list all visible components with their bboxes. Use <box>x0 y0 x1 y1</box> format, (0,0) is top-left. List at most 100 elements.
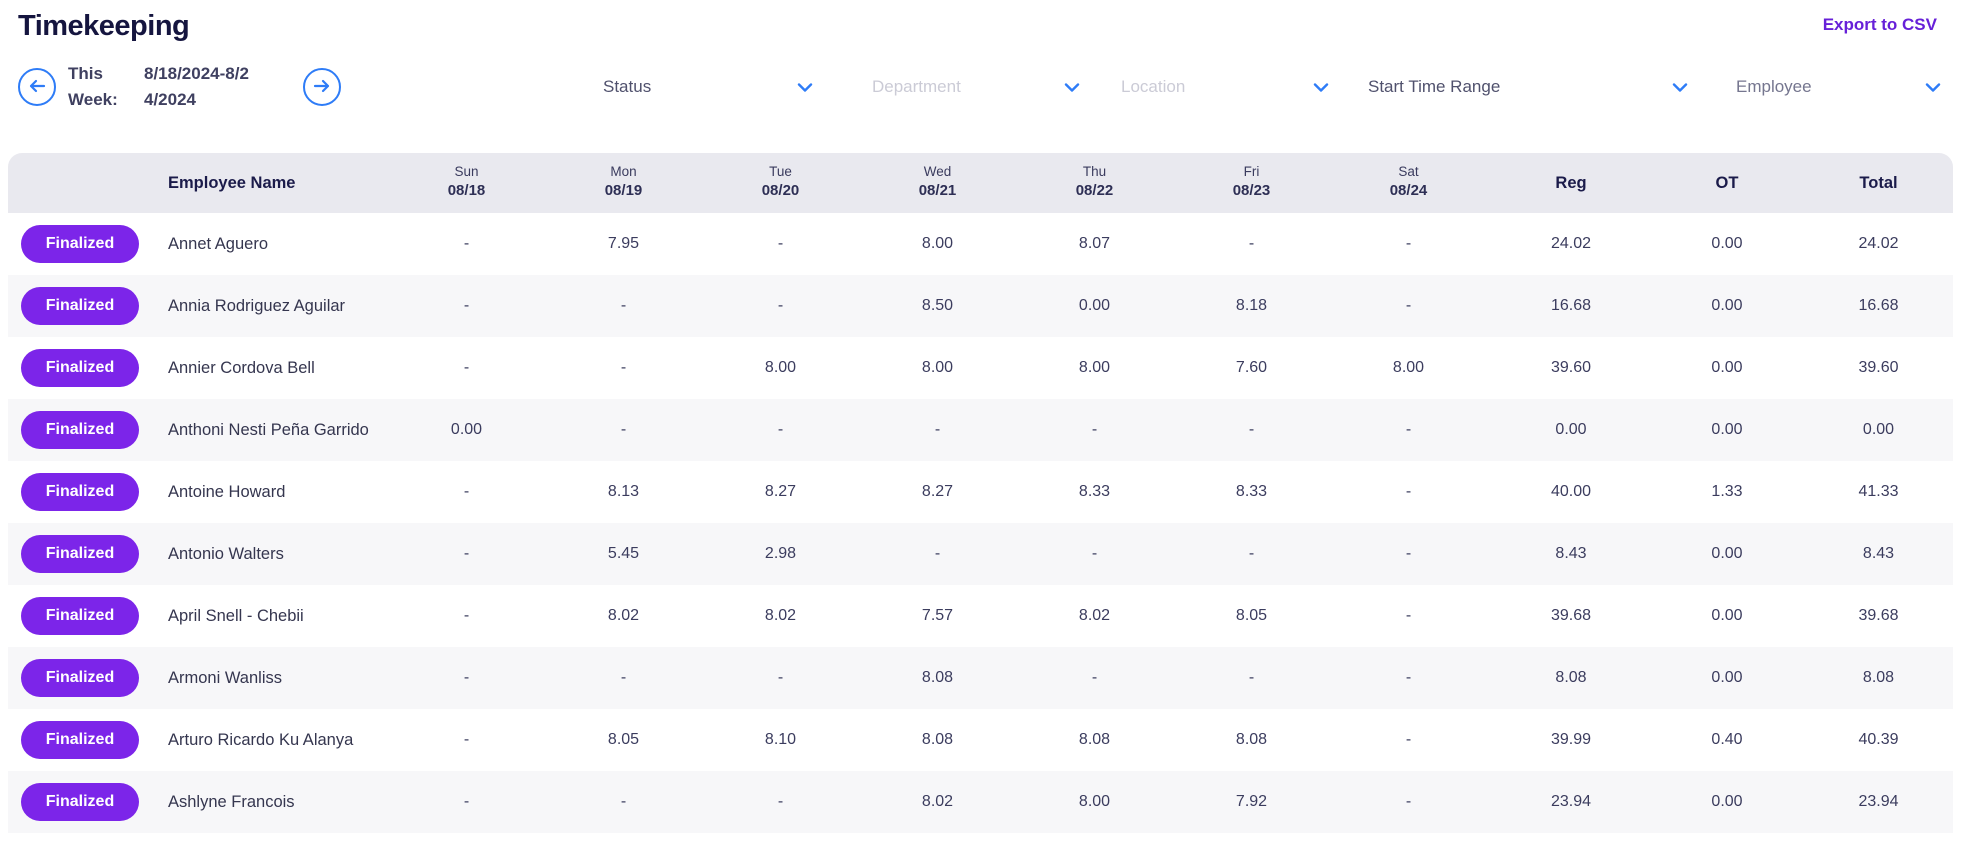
day-value-cell: - <box>1248 669 1255 686</box>
status-badge[interactable]: Finalized <box>21 721 139 759</box>
table-row[interactable]: Finalized Armoni Wanliss - - - 8.08 - - - 8.08 0.0… <box>8 647 1953 709</box>
total-value: 23.94 <box>1858 793 1899 810</box>
table-row[interactable]: Finalized Antonio Walters - 5.45 2.98 - - - - 8.4… <box>8 523 1953 585</box>
total-value: 39.60 <box>1858 359 1899 376</box>
status-cell: Finalized <box>8 349 158 387</box>
ot-value: 1.33 <box>1711 483 1743 500</box>
ot-value: 0.00 <box>1711 607 1743 624</box>
filter-status-dropdown[interactable]: Status <box>603 77 813 97</box>
day-value-cell: 8.02 <box>1078 607 1111 624</box>
day-value-cell: - <box>777 793 784 810</box>
table-row[interactable]: Finalized Annia Rodriguez Aguilar - - - 8.50 0… <box>8 275 1953 337</box>
day-value-cell: - <box>1091 545 1098 562</box>
status-badge[interactable]: Finalized <box>21 287 139 325</box>
table-row[interactable]: Finalized April Snell - Chebii - 8.02 8.02 7.… <box>8 585 1953 647</box>
day-date-label: 08/19 <box>604 182 643 200</box>
day-value-cell: 8.13 <box>607 483 640 500</box>
status-badge[interactable]: Finalized <box>21 783 139 821</box>
employee-name: Antonio Walters <box>168 544 284 563</box>
employee-name: Arturo Ricardo Ku Alanya <box>168 730 354 749</box>
chevron-down-icon <box>1064 77 1080 97</box>
day-value-cell: 8.27 <box>921 483 954 500</box>
day-column-header: Thu 08/22 <box>1016 164 1173 201</box>
day-column-header: Wed 08/21 <box>859 164 1016 201</box>
day-value-cell: 8.50 <box>921 297 954 314</box>
day-value-cell: - <box>620 297 627 314</box>
employee-name: Antoine Howard <box>168 482 286 501</box>
day-column-header: Fri 08/23 <box>1173 164 1330 201</box>
filter-employee-dropdown[interactable]: Employee <box>1736 77 1941 97</box>
arrow-right-icon <box>312 78 332 97</box>
day-date-label: 08/20 <box>761 182 800 200</box>
employee-name: Annet Aguero <box>168 234 268 253</box>
table-row[interactable]: Finalized Ashlyne Francois - - - 8.02 8.00 7.92… <box>8 771 1953 833</box>
day-date-label: 08/24 <box>1389 182 1428 200</box>
reg-value: 40.00 <box>1550 483 1592 500</box>
export-csv-link[interactable]: Export to CSV <box>1822 15 1937 34</box>
ot-value: 0.00 <box>1711 669 1743 686</box>
filter-department-dropdown[interactable]: Department <box>872 77 1080 97</box>
day-column-header: Sat 08/24 <box>1330 164 1487 201</box>
total-value: 40.39 <box>1858 731 1899 748</box>
day-column-header: Tue 08/20 <box>702 164 859 201</box>
status-cell: Finalized <box>8 535 158 573</box>
day-name-label: Sat <box>1398 164 1419 180</box>
reg-value: 24.02 <box>1550 235 1592 252</box>
chevron-down-icon <box>797 77 813 97</box>
day-value-cell: 8.27 <box>764 483 797 500</box>
day-value-cell: 8.10 <box>764 731 797 748</box>
day-name-label: Fri <box>1243 164 1260 180</box>
day-value-cell: 8.07 <box>1078 235 1111 252</box>
status-badge[interactable]: Finalized <box>21 659 139 697</box>
status-cell: Finalized <box>8 783 158 821</box>
table-row[interactable]: Finalized Annier Cordova Bell - - 8.00 8.00 8.… <box>8 337 1953 399</box>
day-value-cell: - <box>1248 235 1255 252</box>
total-value: 0.00 <box>1862 421 1895 438</box>
status-badge[interactable]: Finalized <box>21 349 139 387</box>
reg-value: 39.99 <box>1550 731 1592 748</box>
day-value-cell: - <box>463 235 470 252</box>
reg-column-header: Reg <box>1555 173 1587 192</box>
day-value-cell: 8.00 <box>764 359 797 376</box>
day-value-cell: - <box>777 669 784 686</box>
day-value-cell: 7.57 <box>921 607 954 624</box>
total-value: 41.33 <box>1858 483 1899 500</box>
day-value-cell: 8.00 <box>921 359 954 376</box>
day-name-label: Tue <box>769 164 792 180</box>
ot-value: 0.00 <box>1711 793 1743 810</box>
day-value-cell: - <box>463 607 470 624</box>
table-row[interactable]: Finalized Anthoni Nesti Peña Garrido 0.00 -… <box>8 399 1953 461</box>
day-name-label: Thu <box>1082 164 1107 180</box>
table-body: Finalized Annet Aguero - 7.95 - 8.00 8.07 - - 24.… <box>8 213 1953 833</box>
ot-column-header: OT <box>1715 173 1739 192</box>
ot-value: 0.00 <box>1711 421 1743 438</box>
day-value-cell: - <box>777 421 784 438</box>
previous-week-button[interactable] <box>18 68 56 106</box>
table-row[interactable]: Finalized Annet Aguero - 7.95 - 8.00 8.07 - - 24.… <box>8 213 1953 275</box>
day-value-cell: - <box>1405 669 1412 686</box>
status-badge[interactable]: Finalized <box>21 411 139 449</box>
status-badge[interactable]: Finalized <box>21 225 139 263</box>
day-value-cell: - <box>463 731 470 748</box>
status-badge[interactable]: Finalized <box>21 535 139 573</box>
table-row[interactable]: Finalized Arturo Ricardo Ku Alanya - 8.05 8.… <box>8 709 1953 771</box>
employee-name-header: Employee Name <box>168 173 296 192</box>
ot-value: 0.00 <box>1711 235 1743 252</box>
status-cell: Finalized <box>8 597 158 635</box>
table-row[interactable]: Finalized Antoine Howard - 8.13 8.27 8.27 8.33… <box>8 461 1953 523</box>
status-badge[interactable]: Finalized <box>21 597 139 635</box>
next-week-button[interactable] <box>303 68 341 106</box>
day-value-cell: - <box>463 545 470 562</box>
day-value-cell: - <box>1248 421 1255 438</box>
day-column-header: Sun 08/18 <box>388 164 545 201</box>
day-value-cell: - <box>1405 731 1412 748</box>
status-badge[interactable]: Finalized <box>21 473 139 511</box>
filter-location-dropdown[interactable]: Location <box>1121 77 1329 97</box>
day-value-cell: 8.05 <box>607 731 640 748</box>
week-label: This Week: <box>68 63 118 109</box>
day-value-cell: - <box>1091 669 1098 686</box>
filter-start-time-range-dropdown[interactable]: Start Time Range <box>1368 77 1688 97</box>
ot-value: 0.00 <box>1711 359 1743 376</box>
day-value-cell: - <box>1405 421 1412 438</box>
